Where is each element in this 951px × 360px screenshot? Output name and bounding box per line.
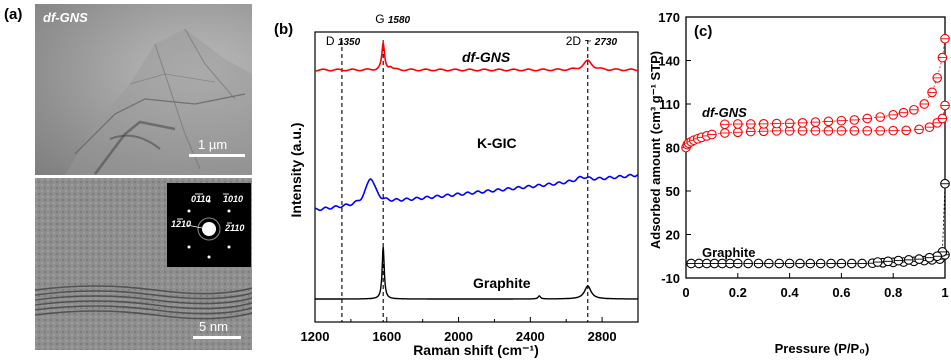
- raman-series-k-gic: [315, 173, 639, 212]
- raman-plot-frame: [314, 31, 639, 323]
- raman-xlabel: Raman shift (cm⁻¹): [413, 342, 539, 358]
- isotherm-ytick-label: 80: [666, 141, 680, 156]
- scale-bar-bottom: [193, 336, 241, 339]
- tem-image-bottom: 0110 1010 1210 2110 5 nm: [35, 178, 252, 350]
- raman-xtick-label: 1600: [372, 329, 401, 344]
- raman-peak-annotation: D 1350: [326, 34, 361, 48]
- raman-xtick-label: 2000: [444, 329, 473, 344]
- raman-xtick-label: 1200: [301, 329, 330, 344]
- isotherm-panel-letter: (c): [694, 23, 712, 40]
- raman-legend-k-gic: K-GIC: [477, 135, 517, 151]
- isotherm-ytick-label: 50: [666, 184, 680, 199]
- isotherm-xlabel: Pressure (P/P₀): [775, 341, 870, 356]
- isotherm-xtick-label: 0.4: [781, 285, 800, 300]
- raman-peak-annotation: G 1580: [375, 12, 410, 26]
- raman-legend-df-gns: df-GNS: [462, 49, 511, 65]
- isotherm-legend-df-gns: df-GNS: [702, 105, 747, 120]
- raman-series-df-gns: [314, 40, 638, 72]
- saed-pattern-inset: 0110 1010 1210 2110: [167, 183, 251, 267]
- saed-label-0110: 0110: [191, 194, 211, 204]
- saed-label-2110: 2110: [225, 223, 245, 233]
- raman-ylabel: Intensity (a.u.): [288, 123, 304, 218]
- raman-chart: (b) 1200 1600 2000 2400 2800 D 1350 G 1580 2D …: [274, 12, 639, 358]
- isotherm-ytick-label: 140: [658, 54, 680, 69]
- isotherm-plot-frame: [685, 16, 946, 279]
- isotherm-legend-graphite: Graphite: [702, 245, 755, 260]
- scale-bar-top: [189, 154, 245, 157]
- saed-label-1210: 1210: [171, 219, 192, 229]
- scale-bar-top-label: 1 µm: [198, 137, 228, 152]
- isotherm-xtick-label: 0.6: [832, 285, 850, 300]
- raman-legend-graphite: Graphite: [473, 275, 531, 291]
- isotherm-ytick-label: 20: [666, 228, 680, 243]
- isotherm-ytick-label: 170: [658, 10, 680, 25]
- saed-label-1010: 1010: [223, 194, 244, 204]
- panel-a-letter: (a): [4, 6, 23, 23]
- raman-panel-letter: (b): [274, 21, 293, 38]
- isotherm-xtick-label: 0.2: [729, 285, 747, 300]
- isotherm-xtick-label: 0: [682, 285, 689, 300]
- tem-image-top: df-GNS 1 µm: [35, 4, 252, 175]
- scale-bar-bottom-label: 5 nm: [199, 319, 228, 334]
- isotherm-xtick-label: 0.8: [884, 285, 902, 300]
- isotherm-graphite-desorption-line: [877, 183, 946, 263]
- raman-series-graphite: [315, 246, 638, 300]
- tem-top-label: df-GNS: [43, 10, 88, 25]
- raman-xtick-label: 2800: [588, 329, 617, 344]
- isotherm-ytick-label: 110: [659, 97, 680, 112]
- isotherm-ytick-label: -10: [661, 271, 680, 286]
- raman-peak-annotation: 2D ~ 2730: [566, 34, 618, 48]
- isotherm-ylabel: Adsorbed amount (cm³ g⁻¹ STP): [648, 51, 663, 249]
- raman-xtick-label: 2400: [516, 329, 545, 344]
- isotherm-chart: (c) -10 20 50 80 110 140 170 0 0.2 0.4 0.6 0.8 1 df-…: [648, 10, 950, 356]
- graphene-sheet-drawing: [65, 28, 252, 175]
- isotherm-xtick-label: 1: [941, 285, 948, 300]
- saed-spots: [177, 193, 232, 259]
